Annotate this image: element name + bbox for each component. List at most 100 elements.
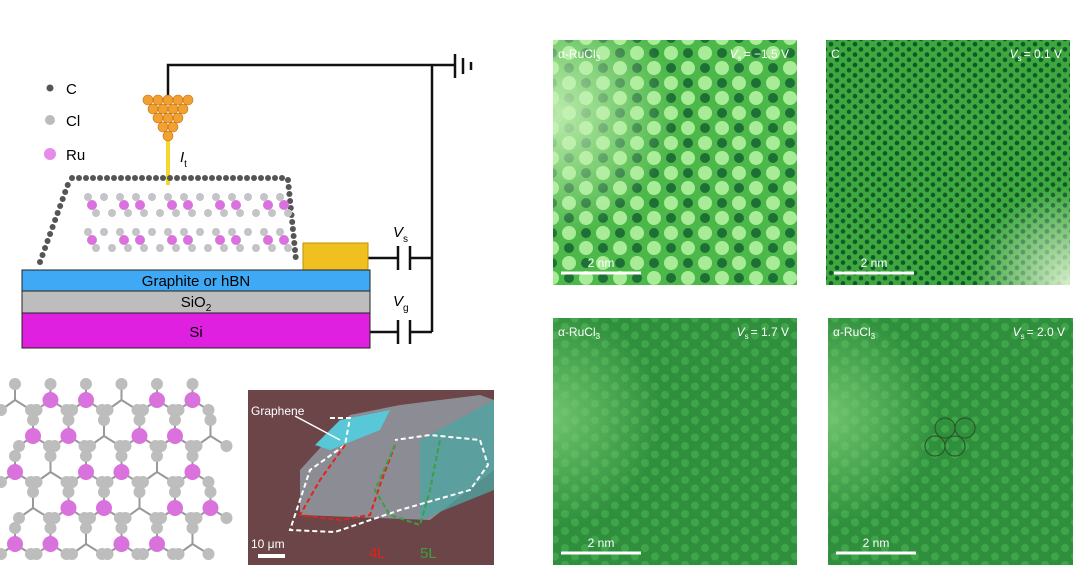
cl-atom	[136, 548, 149, 560]
ru-atom	[42, 536, 59, 552]
cl-atom	[244, 193, 252, 201]
cl-atom	[188, 244, 196, 252]
cl-atom	[84, 193, 92, 201]
cl-atom	[154, 512, 167, 524]
cl-atom	[140, 244, 148, 252]
image-label: Graphene	[251, 404, 305, 418]
carbon-atom	[181, 175, 187, 181]
bias-symbol: V	[737, 325, 746, 339]
ru-atom	[7, 464, 23, 480]
bias-symbol: V	[730, 47, 739, 61]
ru-atom	[148, 536, 165, 552]
carbon-atom	[195, 175, 201, 181]
cl-atom	[116, 228, 124, 236]
carbon-atom	[174, 175, 180, 181]
carbon-atom	[49, 224, 56, 230]
cl-atom	[220, 244, 228, 252]
cl-atom	[140, 209, 148, 217]
carbon-atom	[216, 175, 222, 181]
carbon-atom	[90, 175, 96, 181]
legend-label: Cl	[66, 113, 80, 130]
cl-atom	[260, 193, 268, 201]
ru-atom	[263, 200, 273, 210]
cl-atom	[119, 512, 132, 524]
material-label: α-RuCl3	[558, 325, 601, 341]
cl-atom	[236, 244, 244, 252]
cl-atom	[115, 450, 128, 462]
ru-atom	[113, 464, 130, 480]
tip-atom	[172, 94, 184, 106]
legend-label: Ru	[66, 147, 85, 164]
bias-label: Vg	[393, 293, 409, 314]
layer-si	[21, 312, 371, 349]
scale-bar-label: 2 nm	[588, 536, 615, 550]
ru-atom	[95, 500, 112, 516]
bias-label: Vs	[393, 224, 408, 245]
carbon-atom	[39, 252, 46, 258]
carbon-atom	[209, 175, 215, 181]
cl-atom	[0, 476, 7, 488]
cl-atom	[180, 228, 188, 236]
cl-atom	[186, 522, 199, 534]
cl-atom	[62, 414, 75, 426]
image-label: 4L	[369, 545, 386, 562]
ru-atom	[119, 235, 129, 245]
cl-atom	[136, 404, 149, 416]
scale-bar-label: 2 nm	[863, 536, 890, 550]
cl-atom	[150, 450, 163, 462]
ru-atom	[215, 200, 225, 210]
stm-panel: C Vs = 0.1 V 2 nm	[826, 40, 1070, 285]
stm-tip	[142, 94, 194, 142]
cl-atom	[133, 414, 146, 426]
stm-panel: α-RuCl3 Vs = −1.5 V 2 nm	[553, 40, 797, 285]
carbon-atom	[62, 189, 69, 195]
cl-atom	[136, 476, 149, 488]
material-text: α-RuCl	[558, 325, 596, 339]
cl-atom	[148, 193, 156, 201]
cl-atom	[168, 486, 181, 498]
carbon-atom	[237, 175, 243, 181]
cl-atom	[172, 476, 185, 488]
cl-atom	[188, 209, 196, 217]
ru-atom	[183, 235, 193, 245]
bias-symbol: V	[1010, 47, 1019, 61]
carbon-atom	[188, 175, 194, 181]
carbon-atom	[291, 240, 298, 246]
bias-value: = 1.7 V	[751, 325, 789, 339]
carbon-atom	[146, 175, 152, 181]
carbon-atom	[64, 182, 71, 188]
cl-atom	[27, 486, 39, 498]
bias-value: = 2.0 V	[1027, 325, 1065, 339]
tip-atom	[157, 121, 169, 133]
cl-atom	[190, 440, 203, 452]
carbon-atom	[292, 247, 298, 253]
cl-atom	[202, 476, 215, 488]
tip-atom	[162, 94, 174, 106]
carbon-atom	[285, 177, 291, 183]
cl-atom	[204, 244, 212, 252]
ru-atom	[87, 235, 97, 245]
cl-atom	[119, 440, 132, 452]
cl-atom	[9, 378, 21, 390]
cl-atom	[220, 512, 233, 524]
carbon-atom	[104, 175, 110, 181]
cl-atom	[84, 228, 92, 236]
cl-atom	[212, 228, 220, 236]
ru-atom	[119, 200, 129, 210]
stm-panel: α-RuCl3 Vs = 1.7 V 2 nm	[553, 318, 797, 565]
legend-dot	[44, 148, 56, 160]
cl-atom	[83, 512, 96, 524]
legend-dot	[45, 115, 55, 125]
cl-atom	[228, 228, 236, 236]
cl-atom	[156, 244, 164, 252]
cl-atom	[0, 404, 7, 416]
carbon-atom	[97, 175, 103, 181]
current-label: It	[180, 149, 187, 170]
legend-label: C	[66, 81, 77, 98]
cl-atom	[132, 193, 140, 201]
bias-label: Vs = 2.0 V	[1013, 325, 1065, 341]
cl-atom	[260, 228, 268, 236]
material-subscript: 3	[596, 332, 601, 341]
cl-atom	[65, 404, 78, 416]
cl-atom	[172, 404, 185, 416]
